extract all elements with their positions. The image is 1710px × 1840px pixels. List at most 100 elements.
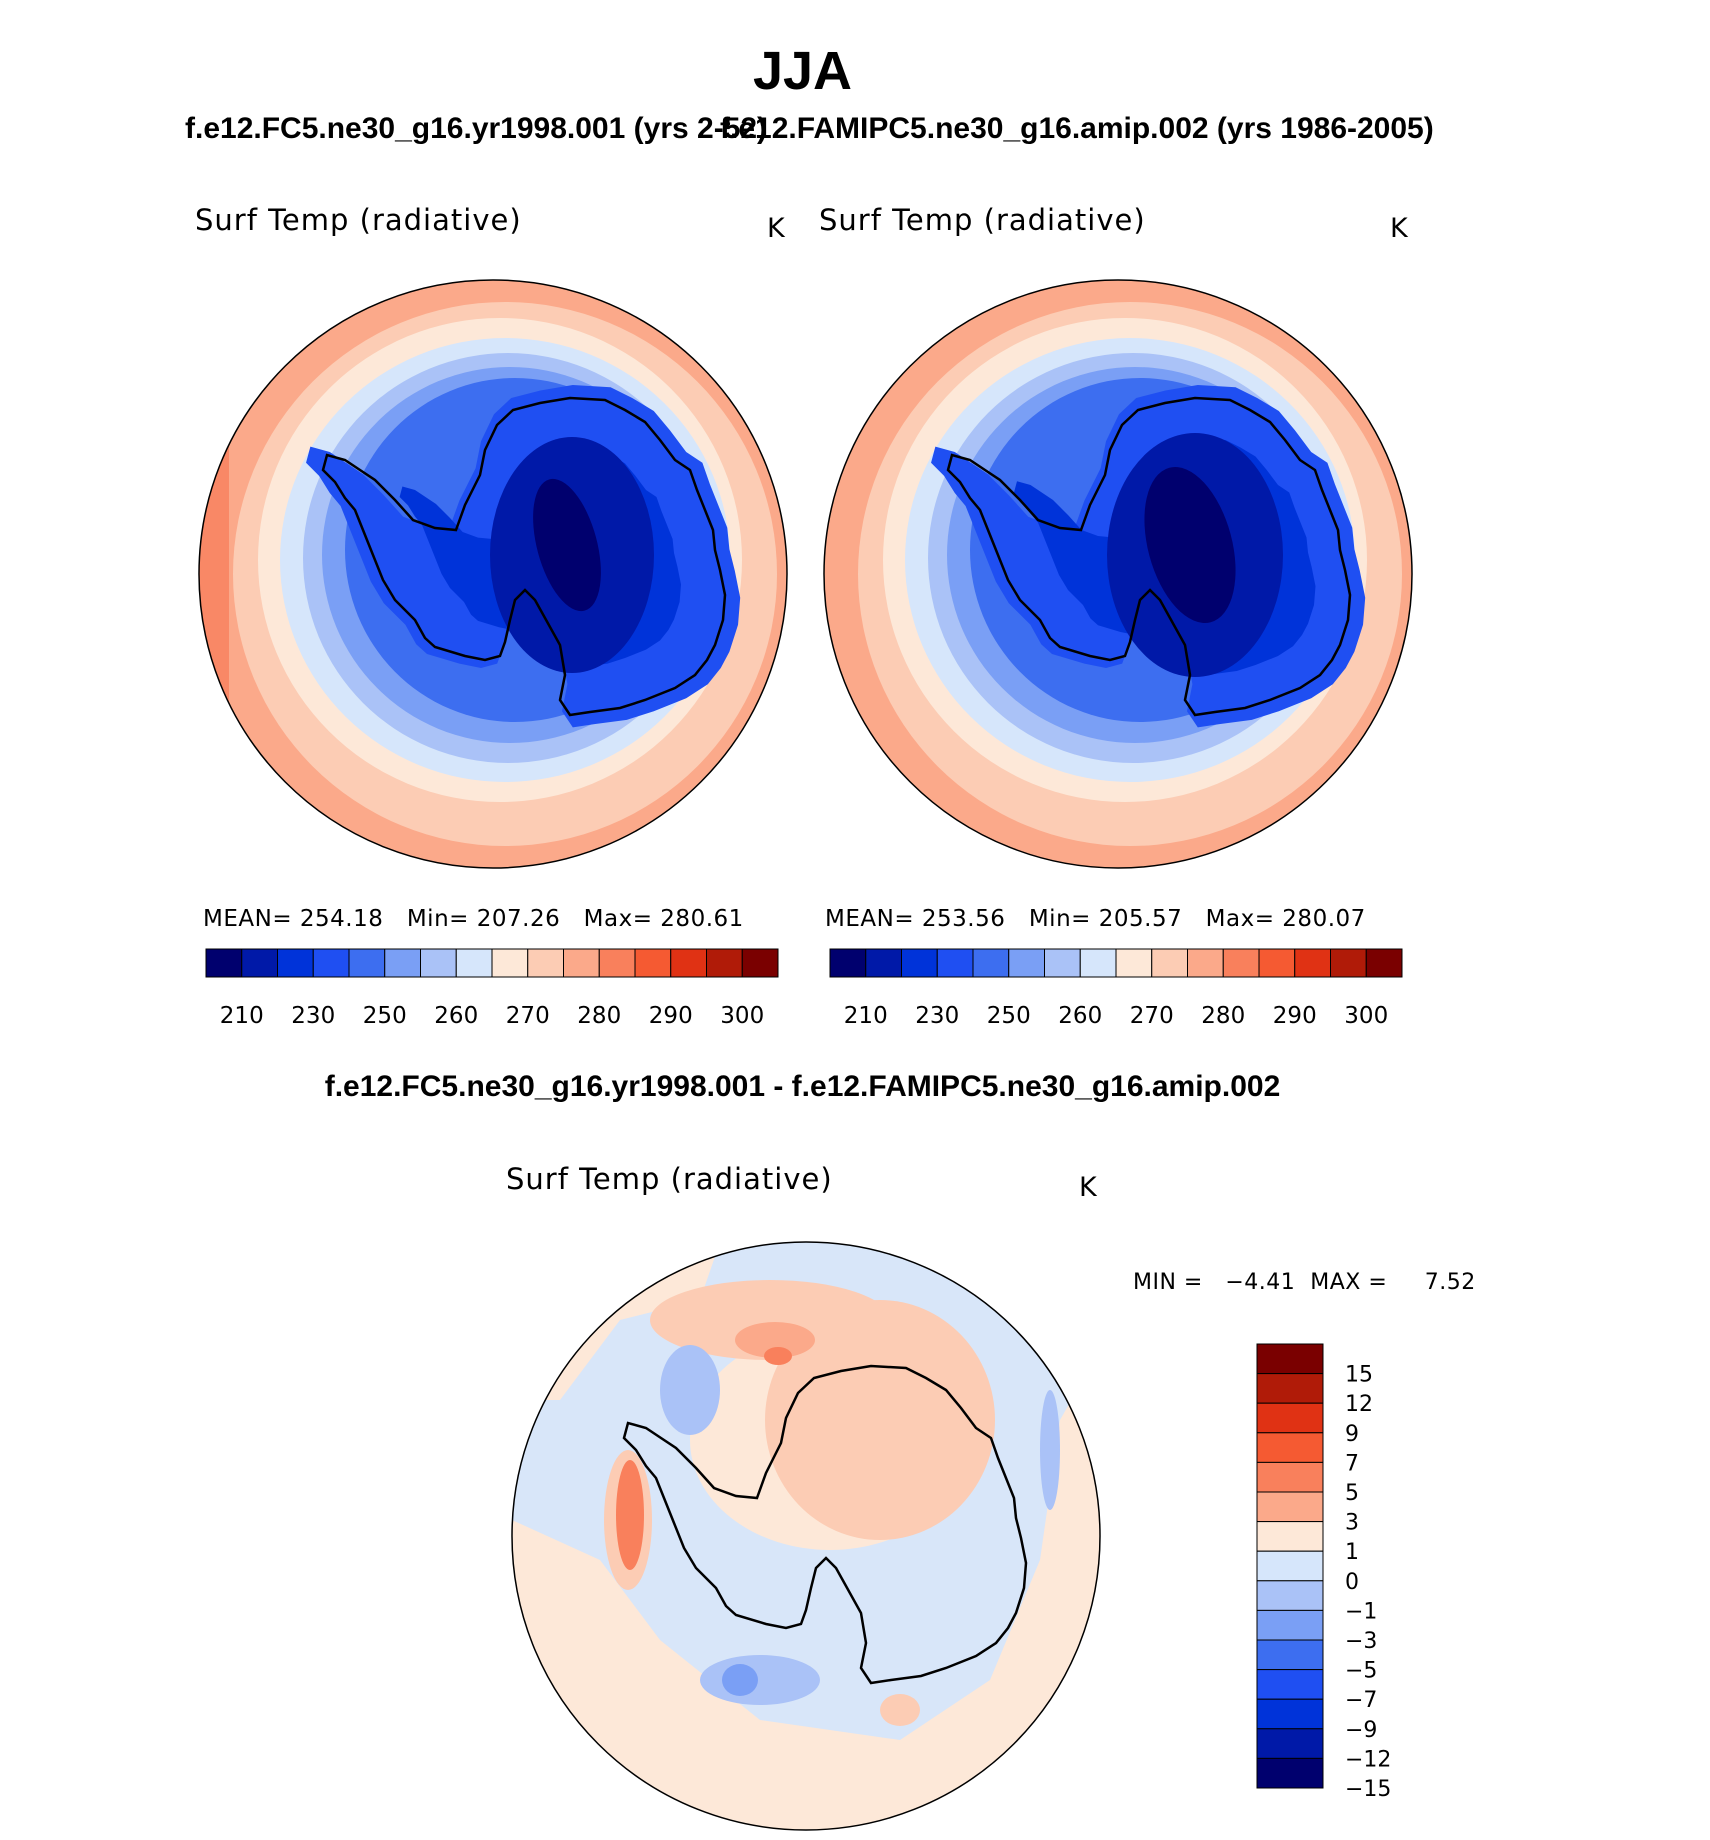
colorbar-tick-label: −5 <box>1345 1659 1377 1684</box>
colorbar-swatch <box>1256 1580 1324 1611</box>
panel-b-units-label: K <box>1390 213 1408 244</box>
colorbar-swatch <box>277 948 314 978</box>
colorbar-tick-label: 210 <box>844 1003 888 1029</box>
colorbar-swatch <box>455 948 493 978</box>
panel-b-stats: MEAN= 253.56 Min= 205.57 Max= 280.07 <box>825 906 1366 932</box>
panel-b-variable-label: Surf Temp (radiative) <box>819 203 1146 237</box>
case-a-title: f.e12.FC5.ne30_g16.yr1998.001 (yrs 2-52) <box>185 112 768 145</box>
min-label: MIN = <box>1133 1270 1203 1295</box>
colorbar-swatch <box>1330 948 1367 978</box>
colorbar-tick-label: 300 <box>720 1003 764 1029</box>
colorbar-tick-label: 230 <box>915 1003 959 1029</box>
panel-c-minmax: MIN = −4.41 MAX = 7.52 <box>1133 1270 1476 1295</box>
panel-a-map <box>198 279 788 869</box>
colorbar-swatch <box>1256 1343 1324 1375</box>
panel-c-variable-label: Surf Temp (radiative) <box>506 1162 833 1196</box>
colorbar-tick-label: 270 <box>506 1003 550 1029</box>
colorbar-tick-label: 0 <box>1345 1570 1359 1595</box>
colorbar-swatch <box>598 948 636 978</box>
mean-value: 253.56 <box>921 906 1006 932</box>
colorbar-swatch <box>1256 1698 1324 1730</box>
panel-a-units-label: K <box>767 213 785 244</box>
colorbar-swatch <box>865 948 902 978</box>
colorbar-swatch <box>1258 948 1296 978</box>
colorbar-tick-label: 7 <box>1345 1451 1359 1476</box>
colorbar-swatch <box>312 948 350 978</box>
colorbar-swatch <box>1365 948 1403 978</box>
colorbar-tick-label: 300 <box>1344 1003 1388 1029</box>
colorbar-swatch <box>972 948 1010 978</box>
colorbar-tick-label: 5 <box>1345 1481 1359 1506</box>
mean-label: MEAN= <box>825 906 915 932</box>
max-value: 280.07 <box>1282 906 1366 932</box>
colorbar-swatch <box>901 948 938 978</box>
colorbar-swatch <box>706 948 743 978</box>
colorbar-swatch <box>241 948 278 978</box>
min-label: Min= <box>1028 906 1091 932</box>
colorbar-swatch <box>1256 1757 1324 1789</box>
panel-a-variable-label: Surf Temp (radiative) <box>195 203 522 237</box>
colorbar-swatch <box>491 948 529 978</box>
colorbar-swatch <box>1256 1728 1324 1759</box>
figure-title: JJA <box>752 41 853 101</box>
colorbar-tick-label: 210 <box>220 1003 264 1029</box>
colorbar-swatch <box>1256 1669 1324 1700</box>
colorbar-tick-label: 250 <box>987 1003 1031 1029</box>
difference-title: f.e12.FC5.ne30_g16.yr1998.001 - f.e12.FA… <box>324 1070 1281 1103</box>
colorbar-swatch <box>670 948 707 978</box>
colorbar-swatch <box>1256 1491 1324 1523</box>
colorbar-swatch <box>1256 1373 1324 1404</box>
colorbar-tick-label: 270 <box>1130 1003 1174 1029</box>
colorbar-tick-label: 290 <box>1273 1003 1317 1029</box>
colorbar-swatch <box>1008 948 1045 978</box>
colorbar-swatch <box>1256 1639 1324 1671</box>
colorbar-tick-label: 250 <box>363 1003 407 1029</box>
max-label: Max= <box>583 906 653 932</box>
colorbar-swatch <box>1187 948 1224 978</box>
colorbar-swatch <box>1079 948 1117 978</box>
colorbar-swatch <box>348 948 386 978</box>
colorbar-tick-label: 290 <box>649 1003 693 1029</box>
min-value: 207.26 <box>476 906 561 932</box>
colorbar-case-b: 210 230 250 260 270 280 290 300 <box>829 948 1403 1029</box>
colorbar-swatch <box>420 948 457 978</box>
mean-value: 254.18 <box>299 906 384 932</box>
colorbar-swatch <box>1115 948 1153 978</box>
panel-b-map <box>823 279 1413 869</box>
colorbar-tick-label: 12 <box>1345 1392 1373 1417</box>
max-label: Max= <box>1205 906 1275 932</box>
colorbar-swatch <box>1256 1609 1324 1641</box>
colorbar-swatch <box>1294 948 1331 978</box>
colorbar-tick-label: 15 <box>1345 1363 1373 1388</box>
colorbar-tick-label: −1 <box>1345 1599 1377 1624</box>
max-value: 7.52 <box>1424 1270 1476 1295</box>
min-value: 205.57 <box>1098 906 1183 932</box>
max-label: MAX = <box>1310 1270 1388 1295</box>
colorbar-tick-label: −3 <box>1345 1629 1377 1654</box>
colorbar-tick-label: −15 <box>1345 1777 1391 1802</box>
colorbar-tick-label: 1 <box>1345 1540 1359 1565</box>
colorbar-difference: 15 12 9 7 5 3 1 0 −1 −3 −5 −7 −9 −12 −15 <box>1256 1343 1391 1802</box>
colorbar-tick-label: −9 <box>1345 1718 1377 1743</box>
colorbar-swatch <box>1256 1461 1324 1493</box>
colorbar-tick-label: −7 <box>1345 1688 1377 1713</box>
colorbar-swatch <box>741 948 779 978</box>
colorbar-tick-label: 9 <box>1345 1422 1359 1447</box>
colorbar-swatch <box>563 948 600 978</box>
panel-c-units-label: K <box>1079 1172 1097 1203</box>
colorbar-swatch <box>384 948 421 978</box>
min-value: −4.41 <box>1225 1270 1296 1295</box>
case-b-title: f.e12.FAMIPC5.ne30_g16.amip.002 (yrs 198… <box>720 112 1434 145</box>
colorbar-tick-label: 280 <box>1201 1003 1245 1029</box>
colorbar-tick-label: 260 <box>434 1003 478 1029</box>
panel-a-stats: MEAN= 254.18 Min= 207.26 Max= 280.61 <box>203 906 744 932</box>
colorbar-swatch <box>1256 1402 1324 1434</box>
colorbar-swatch <box>1256 1521 1324 1552</box>
colorbar-tick-label: 260 <box>1058 1003 1102 1029</box>
colorbar-swatch <box>829 948 867 978</box>
colorbar-tick-label: 3 <box>1345 1511 1359 1536</box>
colorbar-swatch <box>1151 948 1188 978</box>
colorbar-swatch <box>634 948 672 978</box>
colorbar-case-a: 210 230 250 260 270 280 290 300 <box>205 948 779 1029</box>
